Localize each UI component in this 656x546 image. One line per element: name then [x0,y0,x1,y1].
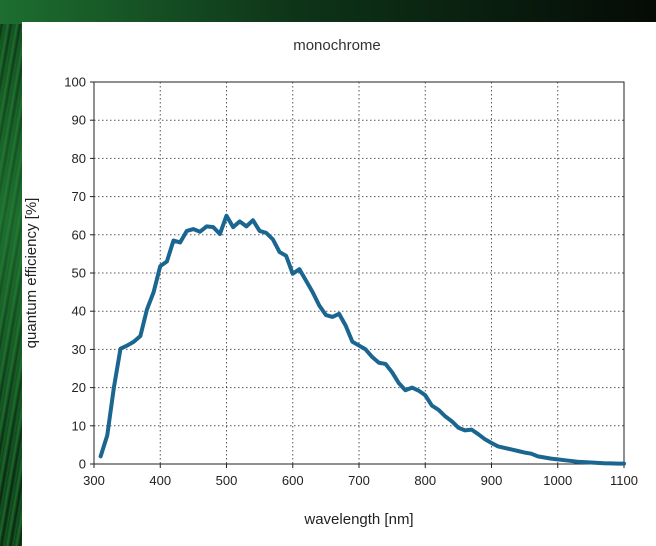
y-tick-label: 0 [79,457,86,472]
chart-title: monochrome [293,37,381,54]
x-tick-label: 1000 [543,473,572,488]
qe-chart: monochrome 0 10 20 30 40 50 60 70 80 90 100 300 400… [23,37,638,528]
y-tick-label: 50 [72,266,86,281]
y-tick-label: 100 [64,75,86,90]
chart-card: monochrome 0 10 20 30 40 50 60 70 80 90 100 300 400… [22,22,656,546]
x-tick-label: 1100 [610,473,638,488]
grid [94,82,624,464]
series-line [98,213,626,466]
x-tick-label: 600 [282,473,304,488]
background-top-band [0,0,656,24]
y-tick-labels: 0 10 20 30 40 50 60 70 80 90 100 [64,75,94,472]
y-tick-label: 40 [72,304,86,319]
x-tick-label: 900 [481,473,503,488]
x-tick-label: 300 [83,473,105,488]
y-tick-label: 90 [72,113,86,128]
x-tick-label: 700 [348,473,370,488]
y-axis-label: quantum efficiency [%] [23,198,40,349]
y-tick-label: 70 [72,189,86,204]
plot-frame [93,81,625,465]
y-tick-label: 80 [72,151,86,166]
y-tick-label: 30 [72,342,86,357]
y-tick-label: 10 [72,418,86,433]
x-tick-label: 500 [216,473,238,488]
x-tick-label: 400 [149,473,171,488]
y-tick-label: 20 [72,380,86,395]
x-tick-labels: 300 400 500 600 700 800 900 1000 1100 [83,464,638,488]
y-tick-label: 60 [72,227,86,242]
x-tick-label: 800 [414,473,436,488]
x-axis-label: wavelength [nm] [303,511,413,528]
